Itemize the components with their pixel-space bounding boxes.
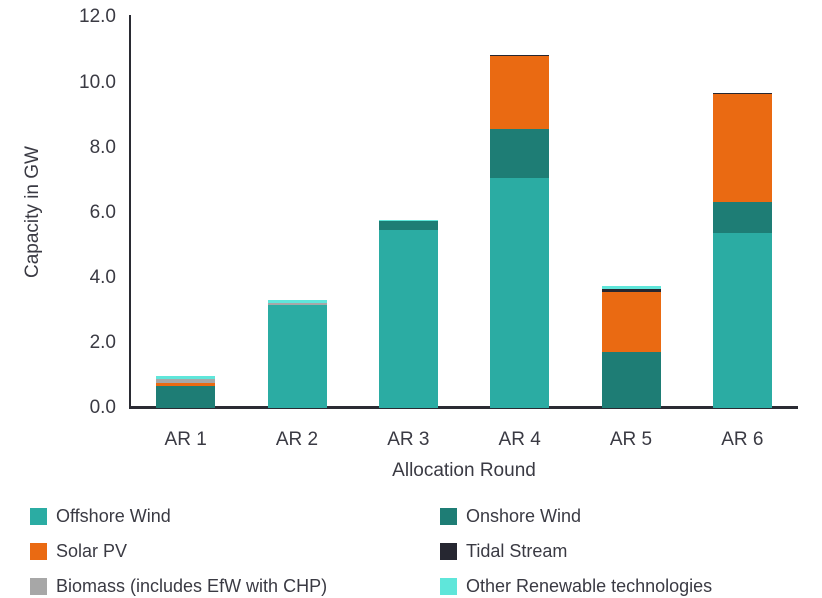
y-tick-label: 8.0 [89, 136, 116, 158]
y-tick-label: 4.0 [89, 266, 116, 288]
legend-color-swatch-biomass-includes-efw-with-chp [30, 577, 47, 595]
legend-item-biomass-includes-efw-with-chp: Biomass (includes EfW with CHP) [30, 575, 440, 597]
y-tick-label: 0.0 [89, 397, 116, 418]
bar-ar-6-segment-solar-pv [712, 94, 772, 202]
bar-ar-1-segment-solar-pv [156, 382, 216, 386]
bar-ar-4-segment-onshore-wind [490, 129, 550, 178]
x-category-label-ar-1: AR 1 [164, 429, 207, 450]
legend-item-tidal-stream: Tidal Stream [440, 540, 800, 562]
legend-color-swatch-tidal-stream [440, 542, 457, 560]
bar-ar-2-segment-biomass-includes-efw-with-chp [267, 302, 327, 306]
legend-item-other-renewable-technologies: Other Renewable technologies [440, 575, 800, 597]
bar-ar-6-segment-offshore-wind [712, 232, 772, 408]
chart-legend: Offshore Wind Onshore Wind Solar PV Tidal S… [30, 505, 800, 597]
bar-ar-6-segment-onshore-wind [712, 201, 772, 233]
bar-ar-5-segment-solar-pv [601, 292, 661, 353]
x-axis-line [129, 406, 798, 409]
bar-ar-6-segment-tidal-stream [712, 92, 772, 95]
bar-ar-4-segment-tidal-stream [490, 54, 550, 56]
x-category-label-ar-5: AR 5 [609, 429, 653, 450]
x-axis-title: Allocation Round [392, 460, 536, 481]
legend-color-swatch-onshore-wind [440, 507, 457, 525]
legend-label: Tidal Stream [466, 541, 568, 561]
bar-ar-5-segment-tidal-stream [601, 289, 661, 293]
legend-label: Biomass (includes EfW with CHP) [56, 576, 328, 596]
bar-ar-4-segment-solar-pv [490, 55, 550, 130]
y-axis-line [129, 15, 131, 408]
legend-label: Other Renewable technologies [466, 576, 713, 596]
x-category-label-ar-6: AR 6 [721, 429, 764, 450]
x-category-label-ar-3: AR 3 [387, 429, 430, 450]
bar-ar-5-segment-onshore-wind [601, 352, 661, 408]
legend-label: Solar PV [56, 541, 128, 561]
bar-ar-5-segment-other-renewable-technologies [601, 286, 661, 290]
legend-label: Offshore Wind [56, 506, 171, 526]
legend-item-solar-pv: Solar PV [30, 540, 440, 562]
bar-ar-1-segment-other-renewable-technologies [156, 376, 216, 380]
bar-ar-2-segment-other-renewable-technologies [267, 299, 327, 303]
legend-item-onshore-wind: Onshore Wind [440, 505, 800, 527]
y-tick-label: 6.0 [89, 201, 116, 223]
y-tick-label: 10.0 [79, 71, 116, 93]
legend-color-swatch-solar-pv [30, 542, 47, 560]
bar-ar-1-segment-onshore-wind [156, 385, 216, 408]
legend-item-offshore-wind: Offshore Wind [30, 505, 440, 527]
legend-color-swatch-other-renewable-technologies [440, 577, 457, 595]
bar-ar-2-segment-offshore-wind [267, 305, 327, 408]
bar-ar-4-segment-offshore-wind [490, 177, 550, 408]
legend-label: Onshore Wind [466, 506, 582, 526]
bar-ar-3-segment-offshore-wind [378, 229, 438, 408]
bar-ar-1-segment-biomass-includes-efw-with-chp [156, 379, 216, 383]
x-category-label-ar-2: AR 2 [275, 429, 319, 450]
bar-ar-3-segment-onshore-wind [378, 221, 438, 230]
legend-color-swatch-offshore-wind [30, 507, 47, 525]
y-tick-label: 2.0 [89, 331, 116, 353]
y-tick-label: 12.0 [79, 6, 116, 28]
bar-ar-3-segment-other-renewable-technologies [378, 219, 438, 222]
x-category-label-ar-4: AR 4 [498, 429, 541, 450]
